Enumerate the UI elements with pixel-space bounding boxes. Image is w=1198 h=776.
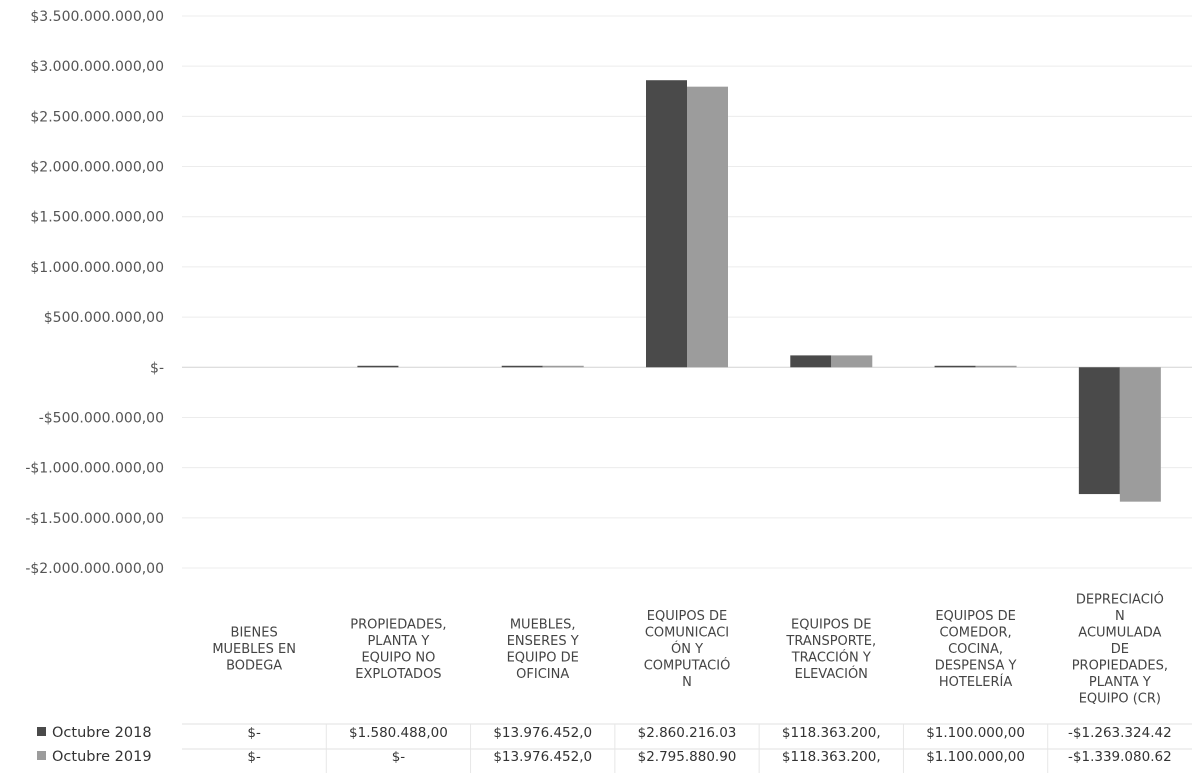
y-tick-label: -$2.000.000.000,00	[25, 561, 164, 577]
y-tick-label: $1.000.000.000,00	[30, 260, 164, 276]
category-label: TRACCIÓN Y	[791, 649, 871, 665]
bar	[646, 80, 687, 368]
category-label: COMEDOR,	[939, 626, 1011, 641]
table-cell: $-	[392, 749, 406, 765]
category-label: PLANTA Y	[1089, 675, 1151, 690]
bar	[790, 355, 832, 368]
table-cell: $1.580.488,00	[349, 725, 448, 741]
category-label: N	[1115, 609, 1125, 624]
category-label: MUEBLES EN	[212, 642, 296, 657]
bar	[357, 365, 399, 368]
y-tick-label: $2.000.000.000,00	[30, 160, 164, 176]
table-cell: $118.363.200,	[782, 725, 881, 741]
y-tick-label: $2.500.000.000,00	[30, 109, 164, 125]
category-label: BIENES	[231, 626, 278, 641]
category-label: BODEGA	[226, 659, 282, 674]
bar	[542, 365, 584, 368]
category-label: OFICINA	[516, 667, 569, 682]
y-tick-label: $3.000.000.000,00	[30, 59, 164, 75]
legend-label: Octubre 2018	[52, 725, 152, 741]
y-tick-label: -$1.500.000.000,00	[25, 511, 164, 527]
bar	[501, 365, 543, 368]
bar	[975, 365, 1017, 368]
category-label: EQUIPOS DE	[935, 609, 1015, 624]
category-label: COCINA,	[948, 642, 1003, 657]
table-cell: $-	[247, 749, 261, 765]
category-label: EQUIPOS DE	[647, 609, 727, 624]
bar	[831, 355, 873, 368]
category-label: ELEVACIÓN	[795, 666, 868, 682]
category-label: MUEBLES,	[510, 617, 576, 632]
table-cell: $-	[247, 725, 261, 741]
table-cell: $118.363.200,	[782, 749, 881, 765]
table-cell: $1.100.000,00	[926, 725, 1025, 741]
y-tick-label: $3.500.000.000,00	[30, 9, 164, 25]
category-label: TRANSPORTE,	[785, 634, 876, 649]
table-cell: $13.976.452,0	[493, 725, 592, 741]
category-label: EQUIPO DE	[507, 650, 579, 665]
category-label: DESPENSA Y	[935, 659, 1017, 674]
category-label: PROPIEDADES,	[1072, 659, 1168, 674]
category-label: EQUIPO NO	[361, 650, 435, 665]
category-label: COMPUTACIÓ	[644, 658, 731, 674]
legend-label: Octubre 2019	[52, 749, 152, 765]
data-table: Octubre 2018 $- $1.580.488,00 $13.976.452,0…	[37, 723, 1192, 773]
category-label: EQUIPOS DE	[791, 617, 871, 632]
category-label: ÓN Y	[671, 641, 703, 657]
legend-key	[37, 751, 46, 760]
y-tick-label: $500.000.000,00	[44, 310, 164, 326]
category-label: N	[682, 675, 692, 690]
category-label: PROPIEDADES,	[350, 617, 446, 632]
y-tick-label: -$500.000.000,00	[39, 410, 164, 426]
bars	[357, 80, 1161, 502]
table-cell: -$1.339.080.62	[1068, 749, 1172, 765]
table-cell: $2.795.880.90	[638, 749, 737, 765]
category-label: HOTELERÍA	[939, 674, 1012, 690]
category-label: COMUNICACI	[645, 626, 729, 641]
y-tick-label: $1.500.000.000,00	[30, 210, 164, 226]
table-cell: $1.100.000,00	[926, 749, 1025, 765]
table-cell: $13.976.452,0	[493, 749, 592, 765]
category-label: ENSERES Y	[507, 634, 579, 649]
bar	[1119, 367, 1161, 502]
table-cell: $2.860.216.03	[638, 725, 737, 741]
bar	[687, 86, 728, 368]
bar	[934, 365, 976, 368]
table-cell: -$1.263.324.42	[1068, 725, 1172, 741]
y-tick-label: -$1.000.000.000,00	[25, 461, 164, 477]
category-label: PLANTA Y	[367, 634, 429, 649]
legend-key	[37, 727, 46, 736]
category-label: EXPLOTADOS	[355, 667, 441, 682]
category-label: ACUMULADA	[1078, 626, 1161, 641]
y-axis-ticks: $3.500.000.000,00 $3.000.000.000,00 $2.500…	[25, 9, 164, 577]
y-tick-label: $-	[150, 360, 164, 376]
category-label: DEPRECIACIÓ	[1076, 592, 1164, 608]
category-label: EQUIPO (CR)	[1079, 692, 1161, 707]
category-label: DE	[1111, 642, 1129, 657]
bar	[1078, 367, 1120, 495]
